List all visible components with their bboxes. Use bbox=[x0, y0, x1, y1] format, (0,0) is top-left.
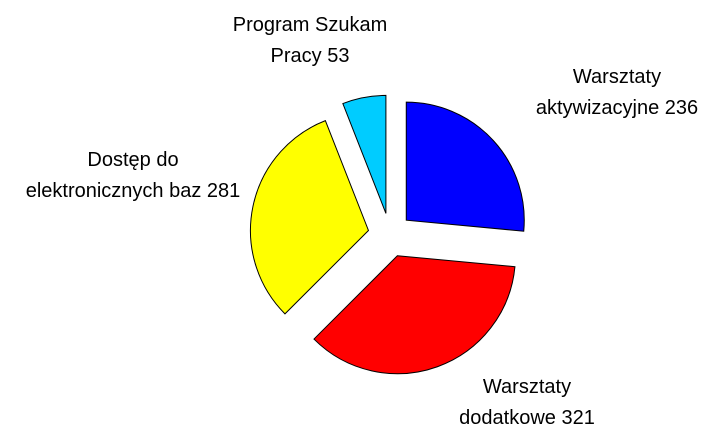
slice-label: Dostęp do elektronicznych baz 281 bbox=[23, 145, 243, 207]
pie-slice bbox=[405, 101, 525, 232]
value-label: 321 bbox=[561, 407, 595, 429]
pie-slice bbox=[313, 255, 516, 375]
value-label: 281 bbox=[206, 180, 241, 202]
slice-label: Warsztaty dodatkowe 321 bbox=[447, 372, 607, 434]
pie-slice bbox=[249, 119, 370, 315]
category-label: Warsztaty aktywizacyjne bbox=[535, 66, 662, 119]
category-label: Dostęp do elektronicznych baz bbox=[25, 149, 202, 202]
value-label: 53 bbox=[327, 45, 350, 67]
pie-slice bbox=[342, 94, 387, 214]
slice-label: Warsztaty aktywizacyjne 236 bbox=[522, 62, 712, 124]
value-label: 236 bbox=[664, 97, 699, 119]
category-label: Program Szukam Pracy bbox=[232, 14, 388, 67]
slice-label: Program Szukam Pracy 53 bbox=[220, 10, 400, 72]
category-label: Warsztaty dodatkowe bbox=[459, 376, 572, 429]
